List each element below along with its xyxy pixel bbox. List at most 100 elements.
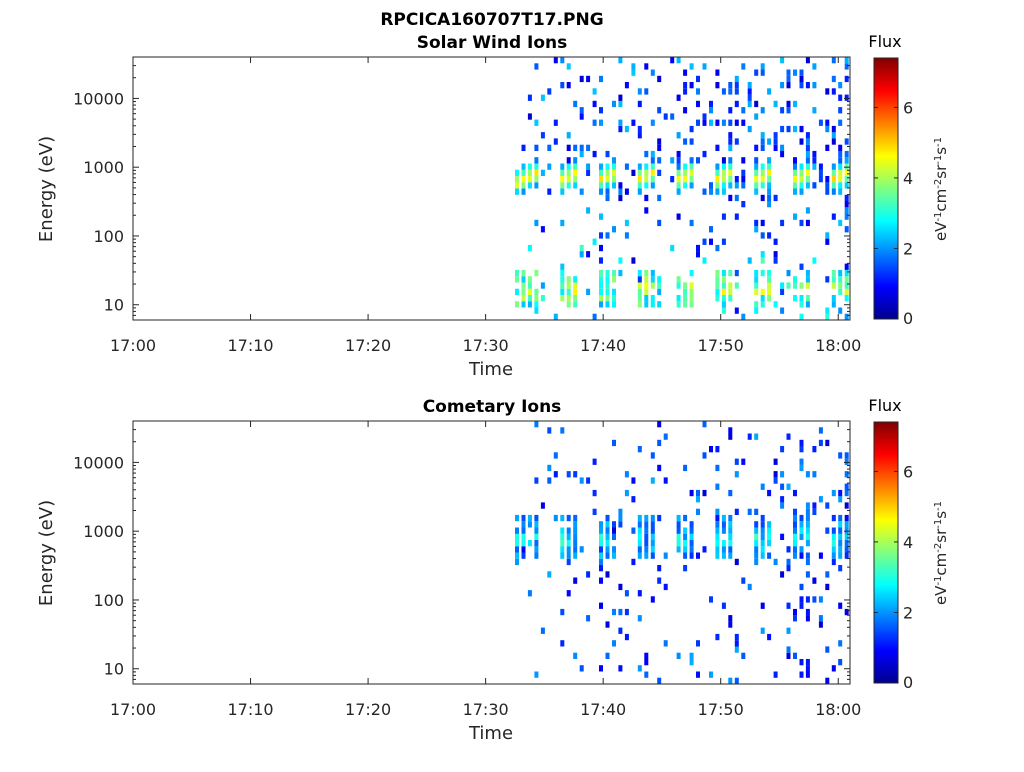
spectrogram-cell: [657, 144, 662, 151]
spectrogram-cell: [721, 288, 726, 295]
spectrogram-cell: [605, 295, 610, 302]
spectrogram-cell: [786, 69, 791, 76]
spectrogram-cell: [599, 540, 603, 547]
spectrogram-cell: [844, 201, 849, 208]
spectrogram-cell: [534, 295, 539, 302]
spectrogram-cell: [650, 301, 655, 308]
spectrogram-cell: [573, 169, 578, 176]
spectrogram-cell: [844, 313, 849, 320]
spectrogram-cell: [825, 232, 830, 239]
spectrogram-cell: [644, 176, 649, 183]
spectrogram-cell: [805, 157, 810, 164]
spectrogram-cell: [618, 521, 623, 528]
spectrogram-cell: [624, 82, 629, 89]
spectrogram-cell: [747, 583, 752, 591]
spectrogram-cell: [728, 621, 733, 628]
spectrogram-cell: [644, 652, 649, 659]
colorbar: Flux 0 2 4 6 eV-1cm-2sr-1s-1: [868, 32, 950, 328]
spectrogram-cell: [773, 144, 778, 151]
spectrogram-cell: [838, 150, 843, 158]
spectrogram-cell: [637, 514, 642, 522]
spectrogram-cell: [586, 169, 591, 176]
spectrogram-cell: [715, 295, 720, 302]
spectrogram-cell: [734, 269, 739, 277]
spectrogram-cell: [560, 640, 565, 647]
spectrogram-cell: [683, 107, 688, 114]
plot-frame: [132, 56, 851, 321]
spectrogram-cell: [599, 533, 603, 540]
spectrogram-cell: [793, 176, 797, 183]
spectrogram-cell: [599, 119, 603, 126]
spectrogram-cell: [812, 157, 817, 164]
x-tick-label: 17:50: [698, 336, 744, 355]
spectrogram-cell: [799, 138, 804, 145]
spectrogram-cell: [618, 514, 623, 522]
spectrogram-cell: [579, 546, 584, 553]
spectrogram-cell: [793, 533, 797, 540]
spectrogram-cell: [573, 546, 578, 553]
spectrogram-cell: [605, 150, 610, 158]
spectrogram-cell: [799, 313, 804, 320]
spectrogram-cell: [534, 119, 539, 126]
spectrogram-cell: [605, 301, 610, 308]
spectrogram-cell: [683, 88, 688, 95]
spectrogram-cell: [844, 57, 849, 64]
colorbar-title: Flux: [868, 32, 901, 51]
spectrogram-cell: [573, 301, 578, 308]
spectrogram-cell: [644, 169, 649, 176]
spectrogram-cell: [566, 157, 571, 164]
spectrogram-cell: [799, 596, 804, 603]
spectrogram-cell: [547, 427, 552, 434]
spectrogram-cell: [825, 307, 830, 314]
spectrogram-cell: [793, 615, 797, 622]
spectrogram-cell: [605, 288, 610, 295]
x-tick-label: 17:10: [227, 336, 273, 355]
spectrogram-cell: [728, 107, 733, 114]
spectrogram-cell: [553, 138, 558, 145]
spectrogram-cell: [573, 533, 578, 540]
spectrogram-cell: [793, 157, 797, 164]
spectrogram-cell: [560, 176, 565, 183]
spectrogram-cell: [663, 640, 668, 647]
spectrogram-cell: [786, 75, 791, 83]
spectrogram-cell: [553, 119, 558, 126]
spectrogram-cell: [838, 527, 843, 534]
spectrogram-cell: [844, 94, 849, 101]
spectrogram-cell: [754, 540, 759, 547]
spectrogram-cell: [805, 82, 810, 89]
spectrogram-cell: [631, 257, 636, 264]
spectrogram-cell: [515, 540, 519, 547]
spectrogram-cell: [689, 82, 694, 89]
spectrogram-cell: [767, 163, 772, 170]
spectrogram-cell: [579, 150, 584, 158]
spectrogram-cell: [624, 188, 629, 195]
spectrogram-cell: [760, 163, 765, 170]
spectrogram-cell: [760, 257, 765, 264]
spectrogram-cell: [618, 57, 623, 64]
spectrogram-cell: [805, 144, 810, 151]
spectrogram-cell: [663, 552, 668, 559]
spectrogram-cell: [696, 671, 700, 678]
spectrogram-cell: [799, 169, 804, 176]
spectrogram-cell: [566, 182, 571, 189]
spectrogram-cell: [715, 176, 720, 183]
spectrogram-cell: [786, 646, 791, 653]
spectrogram-cell: [715, 144, 720, 151]
spectrogram-cell: [715, 514, 720, 522]
spectrogram-cell: [521, 144, 526, 151]
spectrogram-cell: [702, 119, 707, 126]
spectrogram-cell: [754, 169, 759, 176]
spectrogram-cell: [644, 533, 649, 540]
spectrogram-cell: [657, 219, 662, 227]
spectrogram-cell: [566, 471, 571, 478]
spectrogram-cell: [715, 276, 720, 283]
spectrogram-cell: [831, 282, 836, 289]
spectrogram-cell: [599, 269, 603, 277]
spectrogram-cell: [838, 107, 843, 114]
spectrogram-cell: [592, 458, 597, 465]
spectrogram-cell: [734, 75, 739, 83]
spectrogram-cell: [767, 138, 772, 145]
spectrogram-cell: [799, 514, 804, 522]
y-tick-label: 1000: [83, 522, 124, 541]
spectrogram-cell: [799, 602, 804, 609]
